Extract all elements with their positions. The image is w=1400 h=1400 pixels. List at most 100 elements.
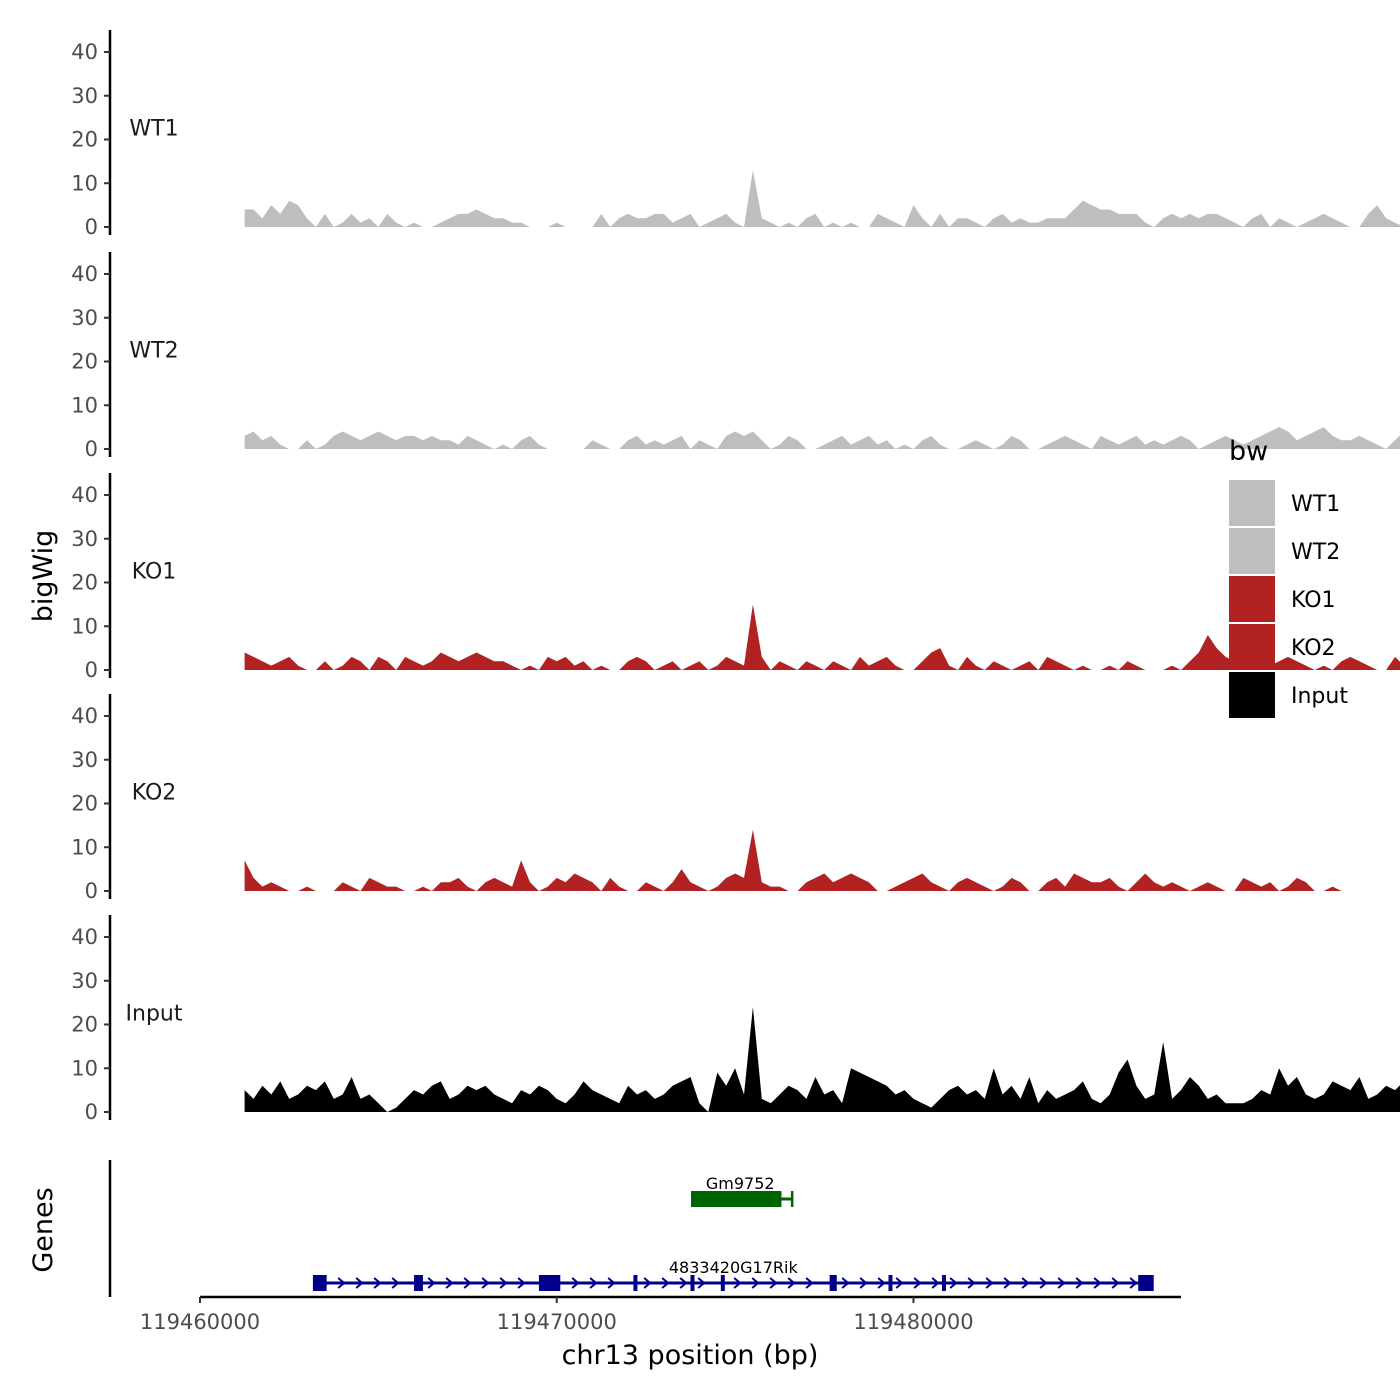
exon-block bbox=[888, 1275, 893, 1291]
y-tick-label: 20 bbox=[71, 1013, 98, 1037]
track-label: KO2 bbox=[132, 781, 177, 806]
strand-arrow bbox=[967, 1277, 976, 1289]
legend-key-ko2 bbox=[1229, 624, 1275, 670]
track-panel-wt1: 0 10 20 30 40 WT1 bbox=[71, 30, 1400, 239]
legend-label: WT2 bbox=[1291, 540, 1340, 565]
gene-name-label: Gm9752 bbox=[706, 1174, 775, 1193]
y-tick-label: 0 bbox=[85, 215, 98, 239]
strand-arrow bbox=[697, 1277, 706, 1289]
legend-key-wt2 bbox=[1229, 528, 1275, 574]
x-axis: 119460000 119470000 119480000 bbox=[140, 1295, 1181, 1334]
coverage-area-ko1 bbox=[244, 604, 1400, 670]
strand-arrow bbox=[841, 1277, 850, 1289]
strand-arrow bbox=[931, 1277, 940, 1289]
y-tick-label: 10 bbox=[71, 835, 98, 859]
x-axis-title: chr13 position (bp) bbox=[562, 1340, 819, 1371]
gene-4833420g17rik: 4833420G17Rik bbox=[312, 1258, 1154, 1291]
y-tick-label: 30 bbox=[71, 84, 98, 108]
y-tick-label: 10 bbox=[71, 1056, 98, 1080]
y-tick-label: 40 bbox=[71, 925, 98, 949]
strand-arrow bbox=[355, 1277, 364, 1289]
exon-block bbox=[690, 1275, 695, 1291]
y-tick-label: 20 bbox=[71, 792, 98, 816]
exon-block bbox=[633, 1275, 638, 1291]
strand-arrow bbox=[499, 1277, 508, 1289]
coverage-area-input bbox=[244, 1007, 1400, 1112]
track-label: Input bbox=[126, 1002, 183, 1027]
legend-label: KO1 bbox=[1291, 588, 1336, 613]
strand-arrow bbox=[733, 1277, 742, 1289]
strand-arrow bbox=[445, 1277, 454, 1289]
y-axis-title: bigWig bbox=[28, 530, 59, 623]
legend: bw WT1 WT2 KO1 KO2 Input bbox=[1229, 436, 1348, 718]
y-tick-label: 40 bbox=[71, 40, 98, 64]
y-tick-label: 10 bbox=[71, 614, 98, 638]
track-panel-input: 0 10 20 30 40 Input bbox=[71, 915, 1400, 1124]
track-panel-ko1: 0 10 20 30 40 KO1 bbox=[71, 473, 1400, 682]
legend-key-input bbox=[1229, 672, 1275, 718]
y-tick-label: 0 bbox=[85, 658, 98, 682]
strand-arrow bbox=[1039, 1277, 1048, 1289]
legend-key-wt1 bbox=[1229, 480, 1275, 526]
exon-block bbox=[314, 1275, 327, 1291]
exon-block bbox=[1138, 1275, 1153, 1291]
y-tick-label: 10 bbox=[71, 171, 98, 195]
strand-arrow bbox=[787, 1277, 796, 1289]
strand-arrow bbox=[463, 1277, 472, 1289]
gene-name-label: 4833420G17Rik bbox=[669, 1258, 799, 1277]
genes-axis-title: Genes bbox=[28, 1187, 59, 1272]
strand-arrow bbox=[1021, 1277, 1030, 1289]
y-tick-label: 20 bbox=[71, 571, 98, 595]
coverage-area-wt1 bbox=[244, 170, 1400, 227]
track-label: KO1 bbox=[132, 560, 177, 585]
strand-arrow bbox=[481, 1277, 490, 1289]
strand-arrow bbox=[1093, 1277, 1102, 1289]
y-tick-label: 0 bbox=[85, 437, 98, 461]
y-tick-label: 20 bbox=[71, 128, 98, 152]
exon-block bbox=[941, 1275, 946, 1291]
exon-block bbox=[692, 1191, 782, 1207]
legend-key-ko1 bbox=[1229, 576, 1275, 622]
legend-title: bw bbox=[1229, 436, 1268, 467]
strand-arrow bbox=[391, 1277, 400, 1289]
track-panel-wt2: 0 10 20 30 40 WT2 bbox=[71, 252, 1400, 461]
strand-arrow bbox=[859, 1277, 868, 1289]
strand-arrow bbox=[1111, 1277, 1120, 1289]
gene-gm9752: Gm9752 bbox=[691, 1174, 794, 1207]
x-tick-label: 119460000 bbox=[140, 1310, 260, 1334]
y-tick-label: 0 bbox=[85, 879, 98, 903]
strand-arrow bbox=[877, 1277, 886, 1289]
legend-label: WT1 bbox=[1291, 492, 1340, 517]
y-tick-label: 30 bbox=[71, 527, 98, 551]
strand-arrow bbox=[589, 1277, 598, 1289]
strand-arrow bbox=[751, 1277, 760, 1289]
y-tick-label: 20 bbox=[71, 350, 98, 374]
gene-annotation-panel: Gm9752 4833420G17Rik bbox=[108, 1160, 1154, 1297]
strand-arrow bbox=[661, 1277, 670, 1289]
strand-arrow bbox=[985, 1277, 994, 1289]
strand-arrow bbox=[679, 1277, 688, 1289]
strand-arrow bbox=[571, 1277, 580, 1289]
exon-block bbox=[720, 1275, 725, 1291]
y-tick-label: 30 bbox=[71, 969, 98, 993]
strand-arrow bbox=[427, 1277, 436, 1289]
coverage-tracks: 0 10 20 30 40 WT1 0 10 20 30 40 WT2 0 10 20 30 40 KO1 0 10 2… bbox=[71, 30, 1400, 1124]
strand-arrow bbox=[949, 1277, 958, 1289]
track-label: WT1 bbox=[129, 117, 178, 142]
strand-arrow bbox=[373, 1277, 382, 1289]
exon-block bbox=[829, 1275, 837, 1291]
strand-arrow bbox=[1129, 1277, 1138, 1289]
strand-arrow bbox=[769, 1277, 778, 1289]
x-tick-label: 119470000 bbox=[497, 1310, 617, 1334]
track-label: WT2 bbox=[129, 339, 178, 364]
strand-arrow bbox=[517, 1277, 526, 1289]
coverage-area-wt2 bbox=[244, 427, 1400, 449]
y-tick-label: 0 bbox=[85, 1100, 98, 1124]
exon-block bbox=[414, 1275, 423, 1291]
coverage-area-ko2 bbox=[244, 829, 1400, 891]
y-tick-label: 30 bbox=[71, 306, 98, 330]
strand-arrow bbox=[1003, 1277, 1012, 1289]
strand-arrow bbox=[913, 1277, 922, 1289]
legend-label: Input bbox=[1291, 684, 1348, 709]
